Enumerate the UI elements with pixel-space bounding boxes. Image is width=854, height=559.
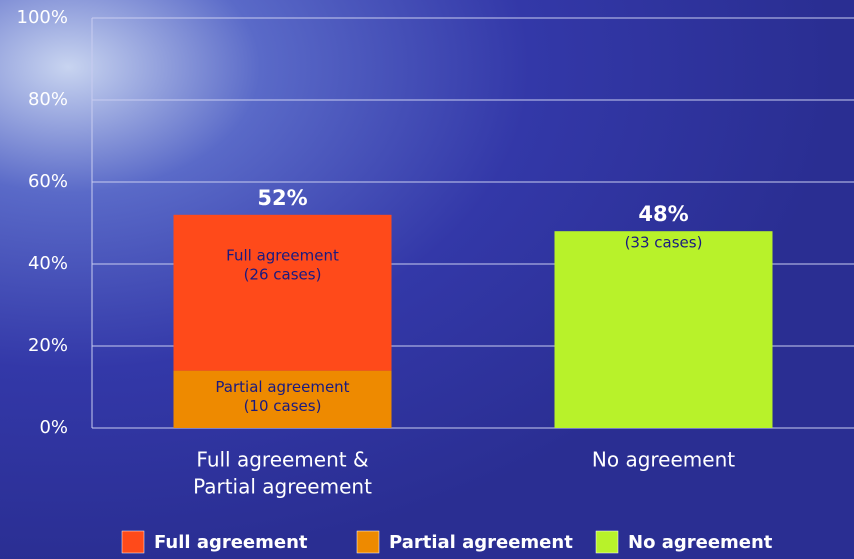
x-tick-label: Full agreement & [196,448,368,472]
x-tick-label: No agreement [592,448,735,472]
y-tick-label: 20% [28,335,68,356]
y-tick-label: 0% [39,417,68,438]
total-label: 48% [638,202,688,226]
bar-segment [173,214,392,371]
legend-swatch [121,530,145,554]
legend-label: Partial agreement [389,532,573,553]
total-label: 52% [257,186,307,210]
legend-label: No agreement [628,532,773,553]
segment-label: (10 cases) [244,397,322,415]
legend-label: Full agreement [154,532,308,553]
legend-swatch [595,530,619,554]
bar-segment [554,231,773,428]
y-tick-label: 80% [28,89,68,110]
y-tick-label: 60% [28,171,68,192]
segment-label: (33 cases) [625,234,703,252]
segment-label: Partial agreement [215,378,349,396]
y-tick-label: 40% [28,253,68,274]
y-tick-label: 100% [17,7,68,28]
segment-label: (26 cases) [244,265,322,283]
x-tick-label: Partial agreement [193,475,372,499]
segment-label: Full agreement [226,246,339,264]
bar-segment [173,370,392,428]
legend-swatch [356,530,380,554]
